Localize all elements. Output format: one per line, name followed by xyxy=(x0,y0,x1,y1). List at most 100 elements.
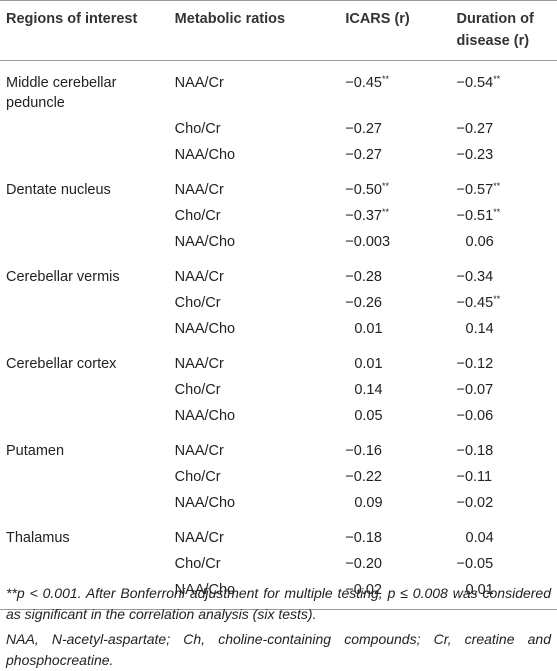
value: 0.05 xyxy=(345,406,382,426)
value-cell: −0.07 xyxy=(451,377,557,403)
empty-cell xyxy=(0,316,169,342)
empty-cell xyxy=(0,116,169,142)
table-row: Cho/Cr−0.37**−0.51** xyxy=(0,203,557,229)
significance-marker: ** xyxy=(493,74,500,84)
value-cell: −0.27 xyxy=(451,116,557,142)
value: −0.26 xyxy=(345,293,382,313)
value: 0.01 xyxy=(345,354,382,374)
value: −0.11 xyxy=(457,467,493,487)
value: 0.09 xyxy=(345,493,382,513)
value: −0.22 xyxy=(345,467,382,487)
ratio-cell: NAA/Cho xyxy=(169,229,340,255)
empty-cell xyxy=(0,403,169,429)
value-cell: 0.04 xyxy=(451,516,557,551)
value-cell: −0.45** xyxy=(451,290,557,316)
value: −0.20 xyxy=(345,554,382,574)
value: 0.14 xyxy=(457,319,494,339)
value: −0.50 xyxy=(345,180,382,200)
value: −0.06 xyxy=(457,406,494,426)
value-cell: −0.50** xyxy=(339,168,450,203)
value-cell: 0.14 xyxy=(451,316,557,342)
significance-marker: ** xyxy=(493,207,500,217)
column-header: Regions of interest xyxy=(0,1,169,61)
footnote: NAA, N-acetyl-aspartate; Ch, choline-con… xyxy=(6,629,551,671)
value-cell: −0.51** xyxy=(451,203,557,229)
value-cell: −0.06 xyxy=(451,403,557,429)
value: −0.05 xyxy=(457,554,494,574)
value: −0.12 xyxy=(457,354,494,374)
column-header: Metabolic ratios xyxy=(169,1,340,61)
table-row: Cho/Cr−0.22 −0.11 xyxy=(0,464,557,490)
ratio-cell: NAA/Cho xyxy=(169,316,340,342)
value-cell: −0.27 xyxy=(339,116,450,142)
value: 0.06 xyxy=(457,232,494,252)
value-cell: −0.18 xyxy=(451,429,557,464)
footnote: **p < 0.001. After Bonferroni adjustment… xyxy=(6,583,551,625)
value-cell: −0.11 xyxy=(451,464,557,490)
empty-cell xyxy=(0,229,169,255)
value: −0.37 xyxy=(345,206,382,226)
table-row: Cho/Cr−0.26 −0.45** xyxy=(0,290,557,316)
empty-cell xyxy=(0,464,169,490)
ratio-cell: NAA/Cr xyxy=(169,61,340,117)
value-cell: −0.20 xyxy=(339,551,450,577)
value-cell: −0.12 xyxy=(451,342,557,377)
significance-marker: ** xyxy=(382,74,389,84)
value-cell: −0.54** xyxy=(451,61,557,117)
value-cell: −0.45** xyxy=(339,61,450,117)
region-cell: Middle cerebellar peduncle xyxy=(0,61,169,117)
ratio-cell: NAA/Cho xyxy=(169,490,340,516)
value-cell: −0.27 xyxy=(339,142,450,168)
ratio-cell: Cho/Cr xyxy=(169,290,340,316)
value-cell: 0.14 xyxy=(339,377,450,403)
value: −0.54 xyxy=(457,73,494,93)
value-cell: −0.28 xyxy=(339,255,450,290)
table-row: Cho/Cr−0.20−0.05 xyxy=(0,551,557,577)
significance-marker: ** xyxy=(493,294,500,304)
value-cell: −0.57** xyxy=(451,168,557,203)
region-cell: Cerebellar vermis xyxy=(0,255,169,290)
value-cell: −0.37** xyxy=(339,203,450,229)
value: −0.18 xyxy=(457,441,494,461)
value-cell: −0.16 xyxy=(339,429,450,464)
ratio-cell: NAA/Cr xyxy=(169,429,340,464)
value-cell: −0.34 xyxy=(451,255,557,290)
ratio-cell: NAA/Cho xyxy=(169,142,340,168)
value: −0.45 xyxy=(345,73,382,93)
column-header: Duration of disease (r) xyxy=(451,1,557,61)
region-cell: Thalamus xyxy=(0,516,169,551)
value-cell: 0.06 xyxy=(451,229,557,255)
value-cell: −0.18 xyxy=(339,516,450,551)
ratio-cell: Cho/Cr xyxy=(169,464,340,490)
ratio-cell: NAA/Cr xyxy=(169,168,340,203)
table-row: Cho/Cr−0.27−0.27 xyxy=(0,116,557,142)
value: −0.27 xyxy=(345,119,382,139)
value: −0.27 xyxy=(457,119,494,139)
value: −0.02 xyxy=(457,493,494,513)
empty-cell xyxy=(0,203,169,229)
value: 0.14 xyxy=(345,380,382,400)
region-cell: Cerebellar cortex xyxy=(0,342,169,377)
ratio-cell: Cho/Cr xyxy=(169,203,340,229)
value: −0.45 xyxy=(457,293,494,313)
value: −0.57 xyxy=(457,180,494,200)
value-cell: 0.01 xyxy=(339,316,450,342)
value: −0.34 xyxy=(457,267,494,287)
empty-cell xyxy=(0,490,169,516)
ratio-cell: Cho/Cr xyxy=(169,377,340,403)
value: −0.23 xyxy=(457,145,494,165)
ratio-cell: NAA/Cr xyxy=(169,255,340,290)
value: −0.51 xyxy=(457,206,494,226)
empty-cell xyxy=(0,142,169,168)
ratio-cell: NAA/Cr xyxy=(169,342,340,377)
value-cell: −0.23 xyxy=(451,142,557,168)
value: −0.16 xyxy=(345,441,382,461)
